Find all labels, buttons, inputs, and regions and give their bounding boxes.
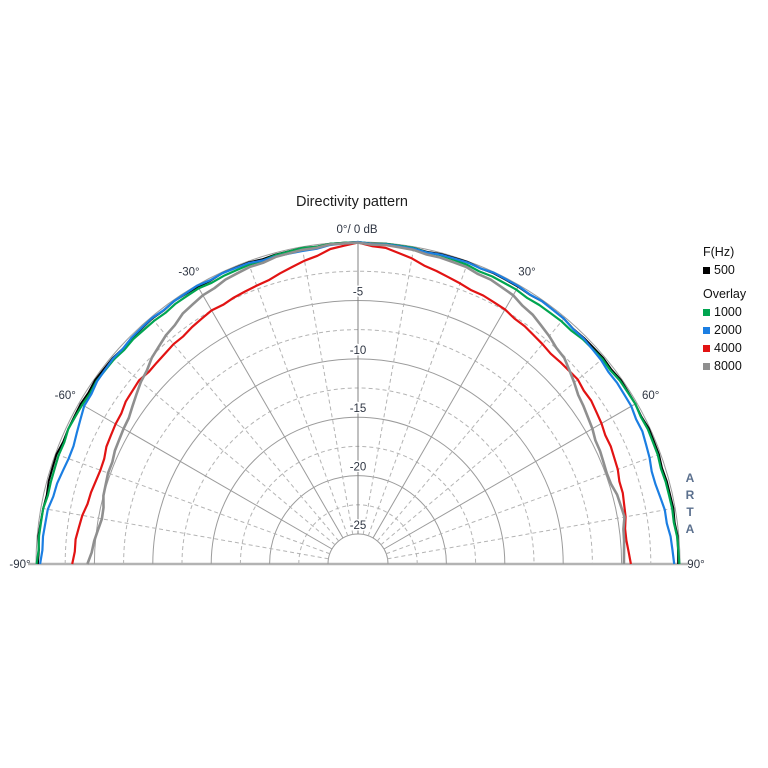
angle-label--30: -30° (178, 266, 199, 278)
legend-label-2000: 2000 (714, 323, 742, 337)
db-ring--2.5 (64, 270, 652, 565)
legend-item-1000: 1000 (703, 305, 746, 319)
db-ring--25 (327, 533, 389, 565)
db-label--15: -15 (350, 403, 367, 415)
watermark-letter: R (685, 488, 695, 502)
radial-line--60 (78, 402, 333, 550)
angle-label-60: 60° (642, 390, 659, 402)
legend-swatch-4000 (703, 344, 710, 352)
radial-line-30 (372, 284, 520, 539)
legend-swatch-2000 (703, 326, 710, 334)
radial-line--30 (196, 284, 344, 539)
legend-label-4000: 4000 (714, 341, 742, 355)
arta-watermark: A R T A (682, 470, 698, 538)
db-label--10: -10 (350, 345, 367, 357)
legend-item-500: 500 (703, 263, 746, 277)
angle-label-90: 90° (687, 559, 704, 571)
legend-overlay-header: Overlay (703, 287, 747, 301)
angle-label-30: 30° (518, 266, 535, 278)
db-label--20: -20 (350, 462, 367, 474)
watermark-letter: T (686, 505, 694, 519)
radial-line-60 (383, 402, 638, 550)
axis-labels: -5 -10 -15 -20 -25 -90° -60° -30° 30° 60° 90° (9, 266, 704, 571)
radial-line-10 (362, 246, 415, 535)
db-label--5: -5 (353, 286, 363, 298)
legend-swatch-1000 (703, 308, 710, 316)
legend-item-4000: 4000 (703, 341, 746, 355)
chart-title: Directivity pattern (295, 194, 409, 210)
watermark-letter: A (685, 471, 695, 485)
legend: F(Hz) 500 Overlay 1000 2000 4000 8000 (703, 245, 746, 377)
legend-swatch-500 (703, 266, 710, 274)
legend-item-8000: 8000 (703, 359, 746, 373)
db-label--25: -25 (350, 520, 367, 532)
legend-freq-header: F(Hz) (703, 245, 735, 259)
db-ring--7.5 (123, 329, 593, 565)
legend-label-500: 500 (714, 263, 735, 277)
radial-line--40 (150, 317, 340, 542)
curves (35, 240, 681, 565)
legend-label-1000: 1000 (714, 305, 742, 319)
legend-swatch-8000 (703, 362, 710, 370)
legend-label-8000: 8000 (714, 359, 742, 373)
watermark-letter: A (685, 522, 695, 536)
apex-angle-db-label: 0°/ 0 dB (336, 224, 378, 236)
legend-item-2000: 2000 (703, 323, 746, 337)
polar-grid (28, 241, 688, 566)
curve-8000hz (86, 241, 626, 565)
angle-label--60: -60° (55, 390, 76, 402)
angle-label--90: -90° (9, 559, 30, 571)
